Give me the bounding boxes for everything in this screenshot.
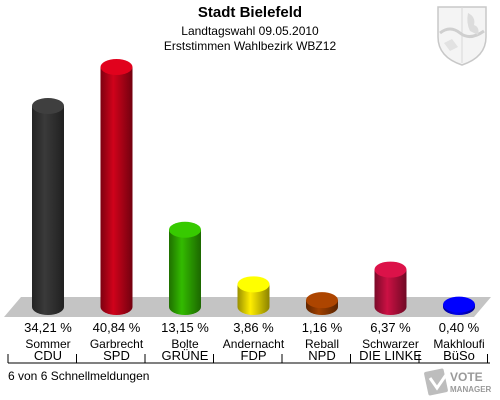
value-label: 0,40 % [439,320,480,335]
vote-logo-line1: VOTE [450,370,483,384]
candidate-label: Reball [305,337,339,351]
bar-body [100,67,133,315]
value-label: 40,84 % [93,320,141,335]
bars-group [32,59,475,316]
candidate-label: Garbrecht [90,337,144,351]
bar-body [32,105,64,316]
party-label: DIE LINKE [359,348,422,363]
chart-title: Stadt Bielefeld [197,4,303,21]
candidate-label: Sommer [25,337,70,351]
bar-cdu [32,97,64,316]
bar-npd [306,292,338,315]
value-label: 3,86 % [233,320,274,335]
vote-manager-logo: VOTE MANAGER [424,368,492,396]
value-label: 6,37 % [370,320,411,335]
value-label: 1,16 % [302,320,343,335]
bar-body [237,284,270,315]
bar-body [169,229,201,315]
bar-top [374,261,407,278]
bar-top [443,296,475,313]
candidate-label: Andernacht [223,337,285,351]
bar-büso [443,296,475,315]
bar-grüne [169,221,201,315]
party-label: FDP [241,348,267,363]
value-label: 13,15 % [161,320,209,335]
bar-top [237,276,270,293]
bar-top [100,59,133,75]
candidate-label: Bolte [171,337,199,351]
party-label: BüSo [443,348,475,363]
chart-subtitle-election: Landtagswahl 09.05.2010 [181,24,319,38]
report-status: 6 von 6 Schnellmeldungen [8,369,150,383]
axis-ticks [7,354,488,363]
bar-spd [100,59,133,315]
candidate-label: Schwarzer [362,337,419,351]
value-label: 34,21 % [24,320,72,335]
vote-logo-line2: MANAGER [450,385,492,394]
chart-subtitle-district: Erststimmen Wahlbezirk WBZ12 [163,39,337,53]
party-label: CDU [34,348,62,363]
bar-die-linke [374,261,407,315]
bar-top [306,292,338,309]
party-label: SPD [103,348,130,363]
bar-top [32,97,64,114]
bar-top [169,221,201,238]
candidate-label: Makhloufi [433,337,484,351]
party-label: NPD [308,348,335,363]
bar-body [374,269,407,315]
bar-fdp [237,276,270,315]
party-label: GRÜNE [162,348,209,363]
coat-of-arms-icon [437,6,487,66]
